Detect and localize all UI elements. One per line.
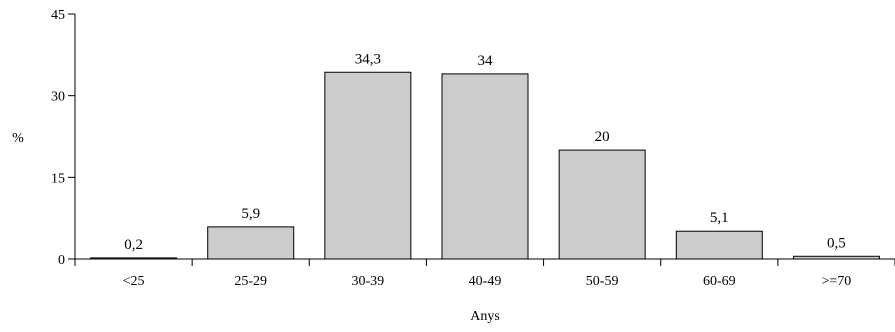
bar-4: [558, 149, 646, 260]
y-tick-label: 0: [58, 253, 65, 268]
data-label: 0,2: [124, 237, 143, 253]
data-label: 5,1: [710, 210, 729, 226]
bar-1: [207, 226, 295, 260]
x-axis-title: Anys: [470, 309, 500, 324]
bar-0: [90, 257, 178, 260]
data-label: 34,3: [355, 51, 381, 67]
x-tick-label: 30-39: [352, 274, 385, 289]
data-label: 20: [595, 129, 610, 145]
x-tick-label: 25-29: [234, 274, 267, 289]
y-axis: 0 15 30 45: [51, 8, 76, 268]
x-tick-label: 60-69: [703, 274, 736, 289]
y-tick-label: 30: [51, 90, 65, 105]
data-label: 5,9: [241, 206, 260, 222]
x-tick-label: 40-49: [469, 274, 502, 289]
x-tick-label: >=70: [822, 274, 852, 289]
y-axis-title: %: [12, 131, 24, 146]
bar-6: [792, 255, 880, 260]
bars: [90, 71, 880, 260]
x-tick-label: <25: [123, 274, 145, 289]
x-axis: <25 25-29 30-39 40-49 50-59 60-69 >=70: [74, 258, 895, 289]
bar-5: [675, 230, 763, 260]
data-label: 0,5: [827, 235, 846, 251]
y-tick-label: 15: [51, 171, 65, 186]
value-labels: 0,2 5,9 34,3 34 20 5,1 0,5: [124, 51, 846, 253]
bar-3: [441, 73, 529, 260]
y-tick-label: 45: [51, 8, 65, 23]
data-label: 34: [478, 53, 494, 69]
x-tick-label: 50-59: [586, 274, 619, 289]
bar-2: [324, 71, 412, 260]
